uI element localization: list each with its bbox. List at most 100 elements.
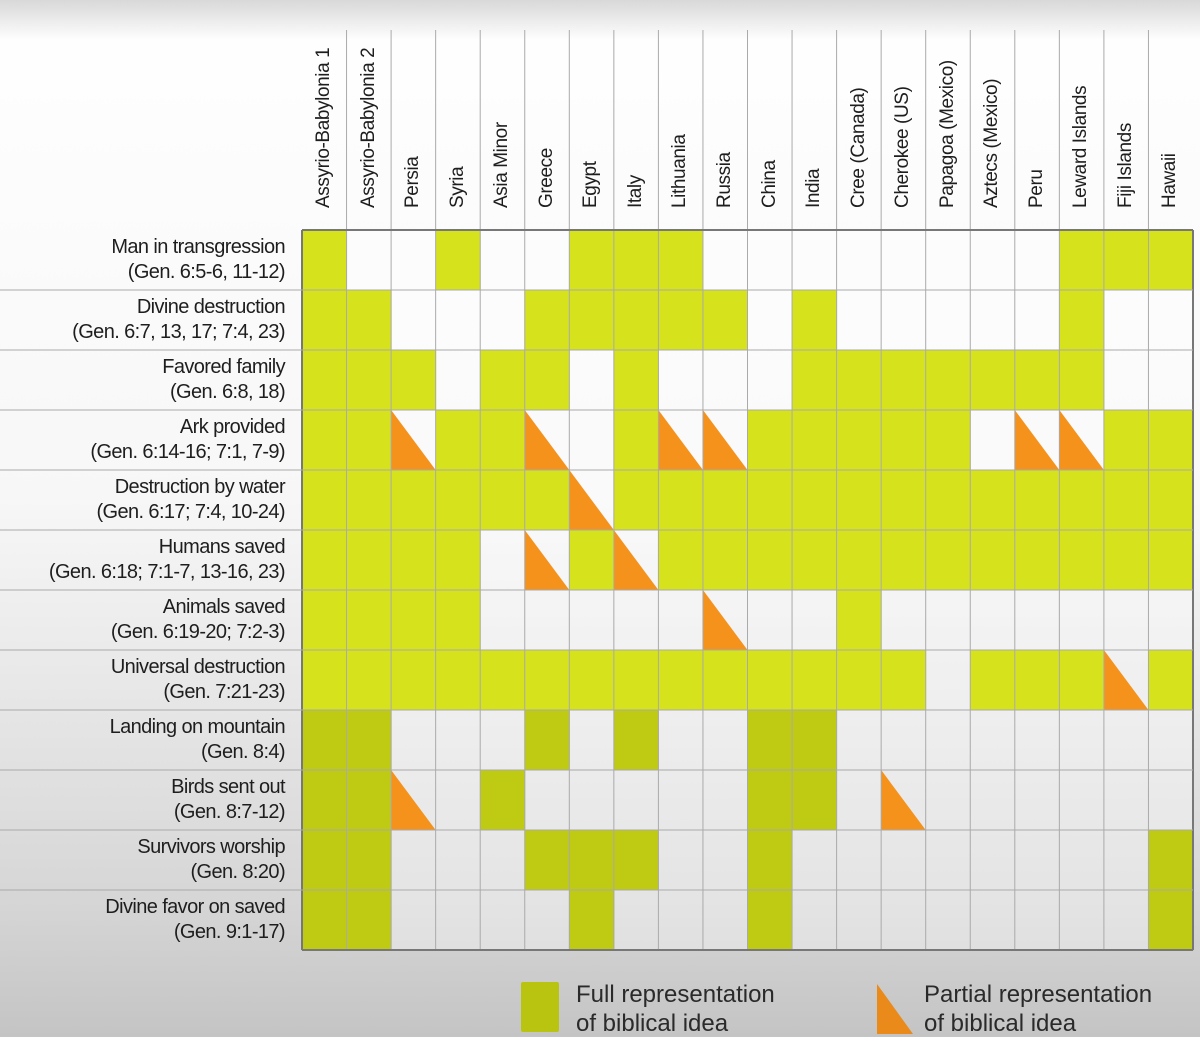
cell-full	[747, 890, 793, 951]
cell-full	[435, 410, 481, 471]
cell-full	[1059, 230, 1105, 291]
cell-full	[391, 530, 437, 591]
cell-full	[524, 290, 570, 351]
cell-full	[1103, 530, 1149, 591]
cell-full	[1103, 410, 1149, 471]
cell-full	[613, 830, 659, 891]
cell-full	[836, 530, 882, 591]
cell-partial	[881, 770, 926, 830]
row-header: Divine destruction (Gen. 6:7, 13, 17; 7:4…	[0, 295, 285, 345]
cell-partial	[391, 410, 436, 470]
cell-full	[881, 410, 927, 471]
cell-full	[346, 650, 392, 711]
cell-full	[480, 410, 526, 471]
cell-full	[524, 470, 570, 531]
cell-full	[302, 350, 348, 411]
cell-full	[480, 470, 526, 531]
cell-full	[1059, 350, 1105, 411]
cell-full	[658, 530, 704, 591]
cell-partial	[569, 470, 614, 530]
cell-full	[881, 470, 927, 531]
cell-partial	[391, 770, 436, 830]
legend-partial-line1: Partial representation	[924, 981, 1153, 1008]
cell-full	[702, 650, 748, 711]
cell-full	[1059, 650, 1105, 711]
cell-partial	[1014, 410, 1060, 470]
cell-full	[391, 650, 437, 711]
cell-full	[613, 470, 659, 531]
cell-full	[925, 410, 971, 471]
row-header: Landing on mountain (Gen. 8:4)	[0, 715, 286, 765]
cell-full	[1059, 290, 1105, 351]
cell-partial	[702, 410, 748, 470]
legend-partial-text: Partial representation of biblical idea	[924, 980, 1152, 1038]
cell-full	[302, 890, 348, 951]
legend-full-text: Full representation of biblical idea	[576, 980, 775, 1038]
cell-full	[925, 350, 971, 411]
legend-full-line1: Full representation	[576, 981, 775, 1008]
cell-full	[346, 350, 392, 411]
cell-full	[970, 350, 1016, 411]
cell-full	[435, 530, 481, 591]
row-reference: (Gen. 6:5-6, 11-12)	[127, 261, 286, 283]
cell-full	[346, 710, 392, 771]
row-reference: (Gen. 6:17; 7:4, 10-24)	[96, 501, 285, 523]
cell-full	[613, 290, 659, 351]
row-label: Animals saved	[162, 596, 286, 618]
row-label: Divine destruction	[136, 296, 286, 318]
row-header: Universal destruction (Gen. 7:21-23)	[0, 655, 286, 705]
cell-full	[346, 290, 392, 351]
row-label: Universal destruction	[110, 656, 286, 678]
row-header: Ark provided (Gen. 6:14-16; 7:1, 7-9)	[0, 415, 285, 465]
cell-full	[881, 350, 927, 411]
cell-full	[569, 530, 615, 591]
cell-full	[435, 230, 481, 291]
row-label: Man in transgression	[111, 236, 285, 258]
row-reference: (Gen. 9:1-17)	[173, 921, 286, 943]
cell-full	[702, 290, 748, 351]
cell-full	[1148, 890, 1194, 951]
row-reference: (Gen. 6:7, 13, 17; 7:4, 23)	[72, 321, 285, 343]
cell-full	[1059, 470, 1105, 531]
cell-partial	[613, 530, 659, 590]
cell-full	[836, 350, 882, 411]
cell-full	[792, 410, 838, 471]
cell-full	[747, 830, 793, 891]
cell-full	[970, 470, 1016, 531]
cell-full	[747, 770, 793, 831]
cell-full	[480, 770, 526, 831]
cell-full	[1148, 470, 1194, 531]
legend-full-swatch	[521, 982, 559, 1032]
row-reference: (Gen. 7:21-23)	[163, 681, 285, 703]
row-reference: (Gen. 6:8, 18)	[170, 381, 286, 403]
cell-full	[346, 590, 392, 651]
header-shade	[0, 0, 1200, 40]
row-label: Survivors worship	[137, 836, 285, 858]
cell-full	[302, 650, 348, 711]
row-reference: (Gen. 8:4)	[200, 741, 286, 763]
cell-partial	[658, 410, 703, 470]
cell-full	[658, 470, 704, 531]
row-header: Destruction by water (Gen. 6:17; 7:4, 10-…	[0, 475, 285, 525]
cell-full	[391, 590, 437, 651]
row-header: Man in transgression (Gen. 6:5-6, 11-12)	[0, 235, 285, 285]
cell-full	[569, 650, 615, 711]
cell-full	[480, 650, 526, 711]
cell-full	[524, 710, 570, 771]
cell-full	[792, 710, 838, 771]
cell-full	[613, 350, 659, 411]
row-label: Landing on mountain	[109, 716, 286, 738]
cell-full	[435, 650, 481, 711]
cell-full	[792, 770, 838, 831]
cell-full	[925, 470, 971, 531]
cell-full	[302, 470, 348, 531]
cell-full	[346, 830, 392, 891]
row-label: Divine favor on saved	[105, 896, 285, 918]
cell-full	[702, 470, 748, 531]
cell-full	[302, 590, 348, 651]
cell-full	[1059, 530, 1105, 591]
legend-full-line2: of biblical idea	[576, 1010, 729, 1037]
cell-full	[1014, 650, 1060, 711]
cell-full	[970, 650, 1016, 711]
